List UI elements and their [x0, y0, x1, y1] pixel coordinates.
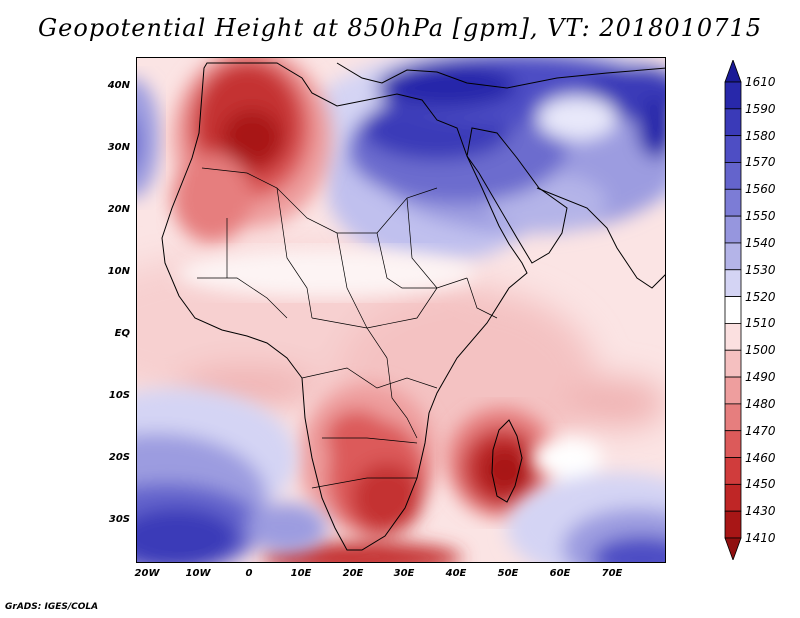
colorbar-label: 1570 — [745, 155, 776, 170]
colorbar-swatch — [724, 457, 742, 485]
lon-label-20w: 20W — [134, 568, 160, 579]
colorbar-swatch — [724, 403, 742, 432]
colorbar-label: 1430 — [745, 504, 776, 519]
colorbar — [724, 60, 742, 560]
lon-label-0: 0 — [245, 568, 253, 579]
map-panel — [136, 57, 666, 563]
northwest-low-region — [172, 58, 332, 243]
colorbar-swatch — [724, 269, 742, 297]
lat-label-30s: 30S — [108, 514, 130, 525]
south-africa-low-region — [262, 383, 462, 562]
grads-credit: GrADS: IGES/COLA — [5, 602, 99, 612]
colorbar-label: 1550 — [745, 209, 776, 224]
colorbar-label: 1560 — [745, 182, 776, 197]
madagascar-low-region — [447, 408, 557, 518]
lon-label-20e: 20E — [342, 568, 364, 579]
colorbar-label: 1540 — [745, 235, 776, 250]
lat-label-10s: 10S — [108, 390, 130, 401]
colorbar-swatch — [724, 323, 742, 351]
lon-label-50e: 50E — [497, 568, 519, 579]
lon-label-30e: 30E — [393, 568, 415, 579]
colorbar-swatch — [724, 430, 742, 458]
colorbar-label: 1470 — [745, 423, 776, 438]
lon-label-10w: 10W — [185, 568, 211, 579]
colorbar-label: 1580 — [745, 128, 776, 143]
lat-label-10n: 10N — [107, 266, 130, 277]
lat-label-30n: 30N — [107, 142, 130, 153]
colorbar-swatch — [724, 108, 742, 137]
lat-label-20n: 20N — [107, 204, 130, 215]
lon-label-70e: 70E — [601, 568, 623, 579]
colorbar-swatch — [724, 376, 742, 405]
lat-label-20s: 20S — [108, 452, 130, 463]
lon-label-60e: 60E — [549, 568, 571, 579]
colorbar-swatch — [724, 483, 742, 512]
south-atlantic-high-region — [137, 388, 327, 562]
northern-high-region — [297, 58, 665, 263]
colorbar-swatch — [724, 215, 742, 244]
lat-label-40n: 40N — [107, 80, 130, 91]
colorbar-label: 1480 — [745, 396, 776, 411]
colorbar-label: 1490 — [745, 370, 776, 385]
colorbar-label: 1460 — [745, 450, 776, 465]
lon-label-10e: 10E — [290, 568, 312, 579]
coastlines — [161, 62, 665, 551]
colorbar-swatch — [724, 188, 742, 217]
colorbar-label: 1530 — [745, 262, 776, 277]
colorbar-label: 1510 — [745, 316, 776, 331]
colorbar-swatch — [724, 296, 742, 324]
colorbar-label: 1500 — [745, 343, 776, 358]
lat-label-eq: EQ — [114, 328, 130, 339]
colorbar-bottom-arrow — [724, 537, 742, 560]
colorbar-swatch — [724, 135, 742, 163]
colorbar-label: 1610 — [745, 75, 776, 89]
colorbar-label: 1450 — [745, 477, 776, 492]
colorbar-swatch — [724, 81, 742, 110]
colorbar-label: 1410 — [745, 531, 776, 545]
colorbar-top-arrow — [724, 60, 742, 83]
colorbar-swatch — [724, 510, 742, 539]
colorbar-swatch — [724, 162, 742, 190]
colorbar-label: 1590 — [745, 101, 776, 116]
lon-label-40e: 40E — [445, 568, 467, 579]
indian-ocean-high-region — [507, 438, 665, 562]
colorbar-swatch — [724, 242, 742, 271]
colorbar-swatch — [724, 349, 742, 378]
colorbar-label: 1520 — [745, 289, 776, 304]
geopotential-map — [137, 58, 665, 562]
map-title: Geopotential Height at 850hPa [gpm], VT:… — [38, 14, 762, 42]
country-borders — [197, 167, 498, 489]
